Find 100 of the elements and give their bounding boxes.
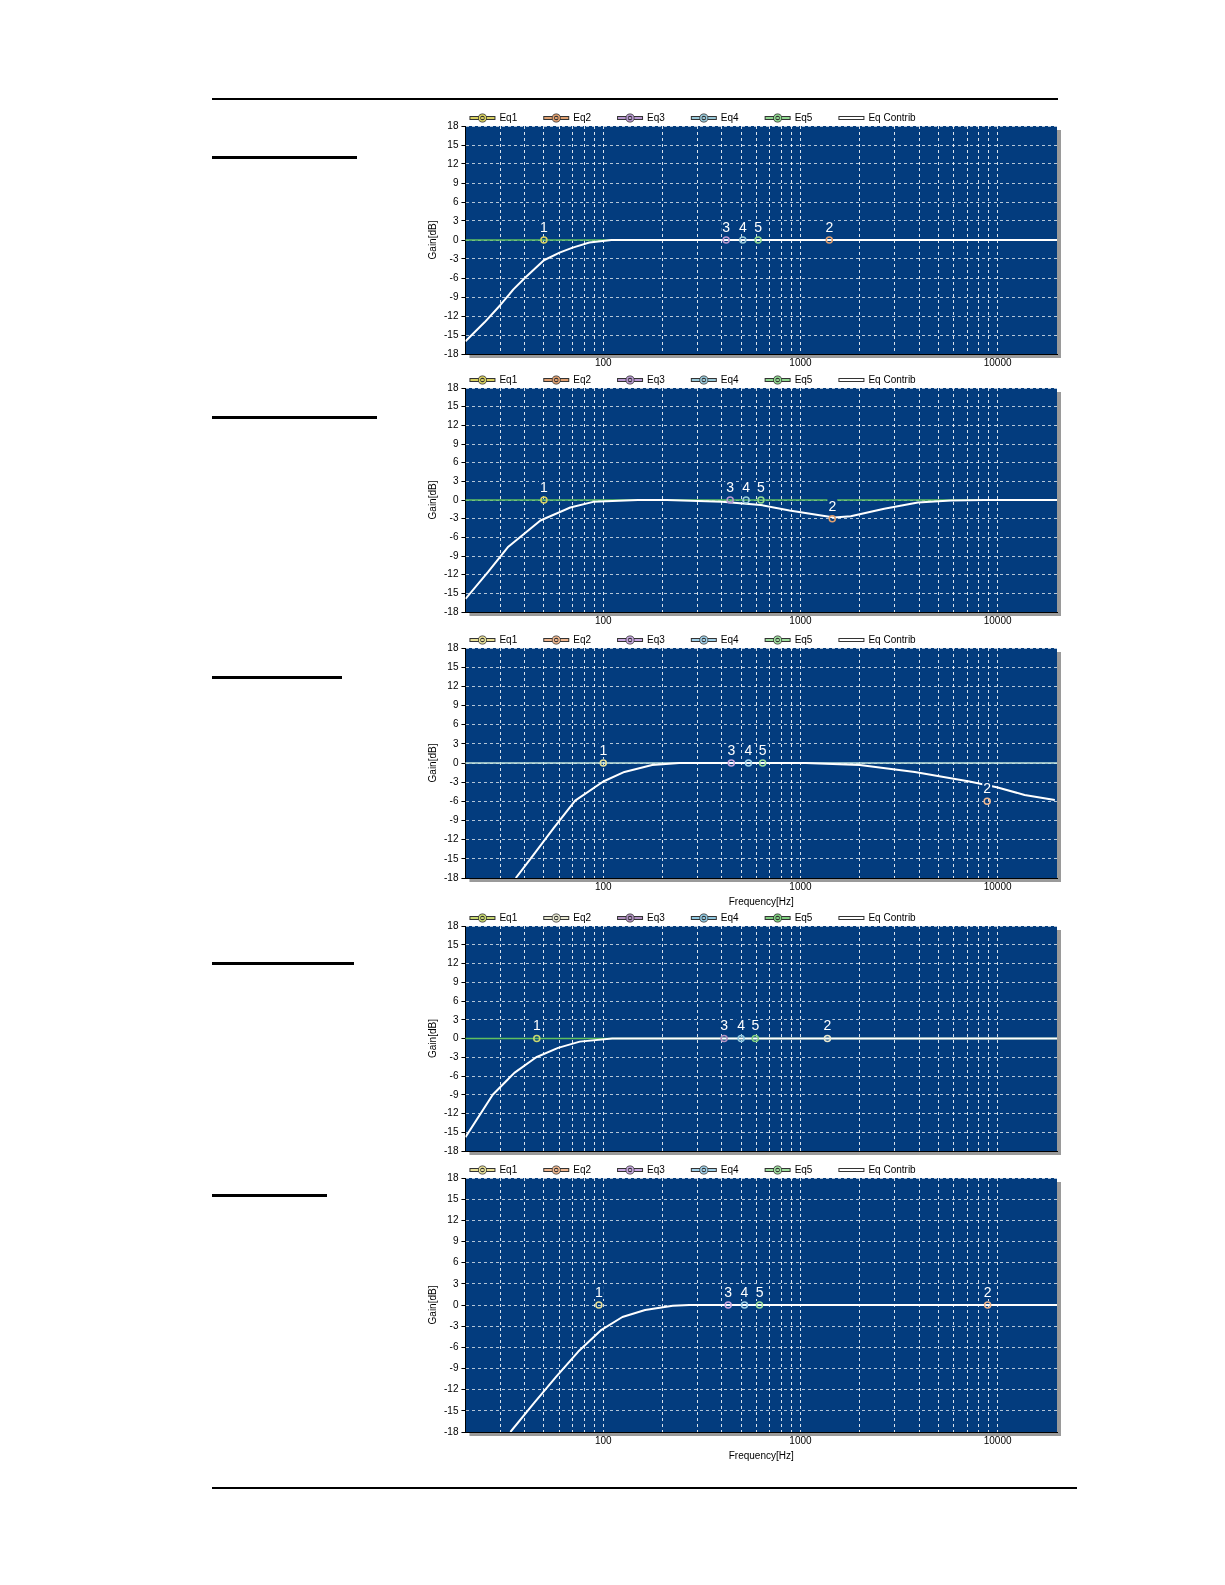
y-tick-label: 9 bbox=[452, 437, 459, 449]
x-tick-label: 10000 bbox=[983, 356, 1012, 368]
y-tick-label: 6 bbox=[452, 1256, 459, 1268]
y-tick-label: 15 bbox=[447, 938, 459, 950]
x-tick-label: 10000 bbox=[983, 880, 1012, 892]
annotation: 4 bbox=[744, 741, 753, 758]
y-tick-label: 18 bbox=[447, 119, 459, 131]
legend-label: Eq2 bbox=[573, 111, 592, 123]
y-axis-title: Gain[dB] bbox=[426, 1285, 438, 1325]
legend-label: Eq3 bbox=[647, 111, 666, 123]
legend-label: Eq Contrib bbox=[868, 373, 917, 385]
y-tick-label: 0 bbox=[452, 1298, 459, 1310]
y-tick-label: -3 bbox=[449, 1319, 459, 1331]
legend-label: Eq4 bbox=[720, 911, 740, 923]
x-tick-label: 10000 bbox=[983, 1434, 1012, 1446]
annotation: 4 bbox=[740, 1283, 749, 1300]
legend-label: Eq Contrib bbox=[868, 111, 917, 123]
y-axis-title: Gain[dB] bbox=[426, 220, 438, 260]
annotation: 4 bbox=[742, 478, 751, 495]
annotation: 3 bbox=[726, 478, 735, 495]
y-tick-label: 3 bbox=[452, 214, 459, 226]
x-tick-label: 1000 bbox=[789, 614, 813, 626]
y-tick-label: -3 bbox=[449, 512, 459, 524]
y-tick-label: -9 bbox=[449, 290, 459, 302]
legend-label: Eq4 bbox=[720, 111, 740, 123]
annotation: 2 bbox=[828, 497, 837, 514]
annotation: 2 bbox=[825, 218, 834, 235]
annotation: 5 bbox=[755, 1283, 764, 1300]
y-tick-label: 18 bbox=[447, 919, 459, 931]
legend-label: Eq2 bbox=[573, 911, 592, 923]
y-tick-label: 15 bbox=[447, 138, 459, 150]
y-tick-label: -3 bbox=[449, 1051, 459, 1062]
annotation: 5 bbox=[754, 218, 763, 235]
y-tick-label: -15 bbox=[444, 328, 459, 340]
y-tick-label: 9 bbox=[452, 699, 459, 711]
y-tick-label: 6 bbox=[452, 195, 459, 207]
y-tick-label: -12 bbox=[444, 1107, 459, 1119]
y-tick-label: 6 bbox=[452, 718, 459, 730]
annotation: 3 bbox=[722, 218, 731, 235]
legend-label: Eq5 bbox=[794, 373, 813, 385]
annotation: 4 bbox=[737, 1017, 746, 1034]
y-tick-label: 12 bbox=[447, 1214, 459, 1226]
legend-label: Eq1 bbox=[499, 373, 518, 385]
legend-label: Eq Contrib bbox=[868, 1163, 917, 1175]
x-tick-label: 100 bbox=[594, 1434, 613, 1446]
y-tick-label: 3 bbox=[452, 475, 459, 487]
y-tick-label: 3 bbox=[452, 1277, 459, 1289]
annotation: 4 bbox=[738, 218, 747, 235]
y-tick-label: -18 bbox=[444, 347, 459, 359]
y-tick-label: 9 bbox=[452, 176, 459, 188]
y-tick-label: 0 bbox=[452, 1032, 459, 1044]
y-tick-label: 15 bbox=[447, 1192, 459, 1204]
y-tick-label: 6 bbox=[452, 456, 459, 468]
legend-label: Eq2 bbox=[573, 633, 592, 645]
annotation: 5 bbox=[758, 741, 767, 758]
y-tick-label: 15 bbox=[447, 400, 459, 412]
y-tick-label: 0 bbox=[452, 233, 459, 245]
legend-label: Eq Contrib bbox=[868, 911, 917, 923]
y-tick-label: -9 bbox=[449, 1362, 459, 1374]
legend-label: Eq5 bbox=[794, 633, 813, 645]
y-tick-label: 0 bbox=[452, 756, 459, 768]
y-tick-label: 12 bbox=[447, 957, 459, 969]
legend-label: Eq1 bbox=[499, 111, 518, 123]
y-tick-label: 3 bbox=[452, 1013, 459, 1025]
x-tick-label: 100 bbox=[594, 880, 613, 892]
y-tick-label: -6 bbox=[449, 531, 459, 543]
annotation: 1 bbox=[599, 741, 608, 758]
y-tick-label: -9 bbox=[449, 814, 459, 826]
y-axis-title: Gain[dB] bbox=[426, 743, 438, 783]
y-tick-label: -12 bbox=[444, 1383, 459, 1395]
legend-label: Eq Contrib bbox=[868, 633, 917, 645]
legend-label: Eq5 bbox=[794, 1163, 813, 1175]
y-tick-label: 9 bbox=[452, 976, 459, 987]
y-tick-label: -3 bbox=[449, 252, 459, 264]
y-tick-label: 15 bbox=[447, 660, 459, 672]
y-tick-label: 12 bbox=[447, 680, 459, 692]
y-tick-label: -15 bbox=[444, 1126, 459, 1137]
x-tick-label: 1000 bbox=[789, 880, 813, 892]
y-tick-label: -9 bbox=[449, 549, 459, 561]
x-tick-label: 100 bbox=[594, 356, 613, 368]
annotation: 1 bbox=[540, 218, 549, 235]
y-tick-label: -9 bbox=[449, 1088, 459, 1100]
x-tick-label: 100 bbox=[594, 614, 613, 626]
legend-label: Eq3 bbox=[647, 911, 666, 923]
legend-label: Eq2 bbox=[573, 1163, 592, 1175]
y-tick-label: -15 bbox=[444, 1404, 459, 1416]
annotation: 5 bbox=[751, 1017, 760, 1034]
annotation: 3 bbox=[724, 1283, 733, 1300]
y-tick-label: -12 bbox=[444, 309, 459, 321]
y-axis-title: Gain[dB] bbox=[426, 1018, 438, 1058]
legend-label: Eq3 bbox=[647, 1163, 666, 1175]
y-axis-title: Gain[dB] bbox=[426, 480, 438, 520]
y-tick-label: -3 bbox=[449, 775, 459, 787]
y-tick-label: 6 bbox=[452, 994, 459, 1006]
x-axis-title: Frequency[Hz] bbox=[728, 1449, 794, 1461]
annotation: 2 bbox=[983, 780, 992, 797]
legend-label: Eq4 bbox=[720, 373, 740, 385]
x-tick-label: 1000 bbox=[789, 356, 813, 368]
annotation: 2 bbox=[983, 1283, 992, 1300]
legend-label: Eq5 bbox=[794, 911, 813, 923]
